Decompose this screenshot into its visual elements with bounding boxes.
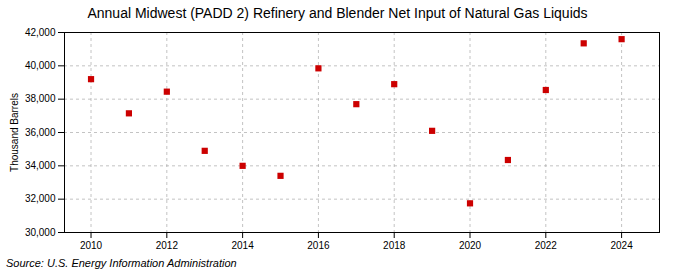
svg-text:36,000: 36,000 xyxy=(25,127,56,138)
svg-text:32,000: 32,000 xyxy=(25,193,56,204)
svg-text:38,000: 38,000 xyxy=(25,93,56,104)
svg-text:Thousand Barrels: Thousand Barrels xyxy=(9,93,20,172)
svg-text:42,000: 42,000 xyxy=(25,27,56,38)
svg-text:2018: 2018 xyxy=(383,240,406,251)
svg-text:34,000: 34,000 xyxy=(25,160,56,171)
svg-text:30,000: 30,000 xyxy=(25,227,56,238)
svg-text:2010: 2010 xyxy=(80,240,103,251)
svg-text:2024: 2024 xyxy=(610,240,633,251)
svg-text:2014: 2014 xyxy=(231,240,254,251)
html-text:Source: U.S. Energy Informatio: Source: U.S. Energy Information Administ… xyxy=(6,257,237,269)
svg-text:2022: 2022 xyxy=(535,240,558,251)
svg-text:2016: 2016 xyxy=(307,240,330,251)
svg-text:40,000: 40,000 xyxy=(25,60,56,71)
svg-text:2020: 2020 xyxy=(459,240,482,251)
html-text:Annual Midwest (PADD 2) Refine: Annual Midwest (PADD 2) Refinery and Ble… xyxy=(87,5,588,21)
svg-text:2012: 2012 xyxy=(156,240,179,251)
